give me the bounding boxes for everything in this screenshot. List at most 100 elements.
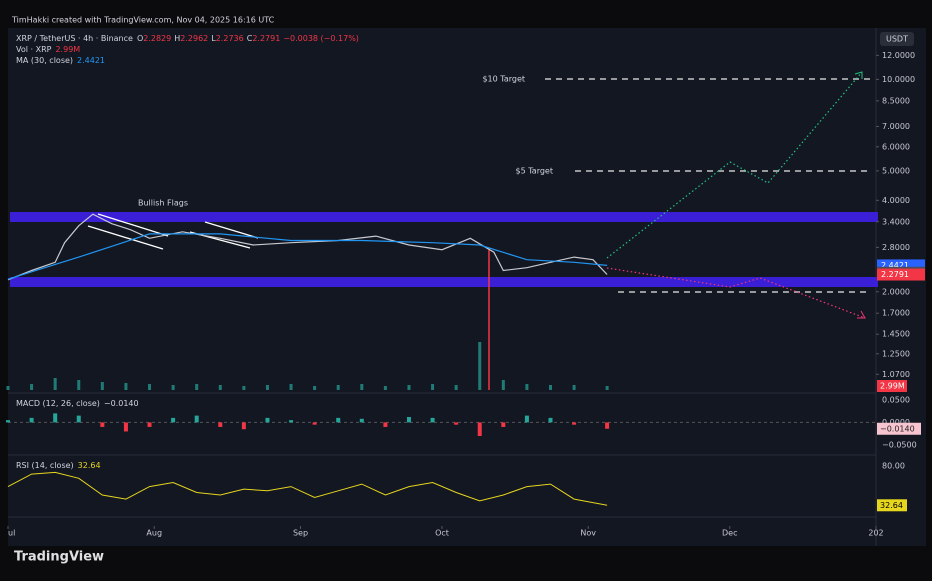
price-badge [877, 268, 925, 281]
macd-bar [53, 413, 58, 423]
volume-badge-label: 2.99M [880, 382, 905, 391]
volume-bar [478, 342, 482, 390]
macd-bar [336, 417, 341, 423]
x-tick-label: 202 [868, 529, 883, 538]
y-tick-label: 1.2500 [882, 349, 910, 358]
value: −0.0038 (−0.17%) [283, 34, 359, 43]
x-tick-label: Aug [146, 529, 162, 538]
rsi-tick-label: 80.00 [882, 461, 905, 470]
macd-bar [147, 422, 152, 427]
target-lines [545, 78, 870, 293]
label: MACD (12, 26, close) [16, 399, 100, 408]
label: MA (30, close) [16, 56, 73, 65]
macd-bar [454, 422, 459, 425]
x-tick-label: Nov [580, 529, 596, 538]
volume-bar [30, 384, 34, 390]
brand: TradingView [14, 550, 104, 565]
support-zone [10, 277, 878, 287]
macd-bar [477, 422, 482, 436]
legend-volume: Vol · XRP 2.99M [16, 45, 80, 54]
annotation: $5 Target [516, 167, 553, 176]
macd-bar [383, 422, 388, 427]
label: Vol · XRP [16, 45, 52, 54]
volume-bar [53, 378, 57, 390]
volume-bar [454, 385, 458, 390]
x-tick-label: Sep [293, 529, 308, 538]
resistance-zone [10, 212, 878, 222]
y-tick-label: 2.0000 [882, 287, 910, 296]
label: L [211, 34, 216, 43]
volume-bar [501, 380, 505, 390]
volume-bar [360, 384, 364, 390]
y-tick-label: 1.0700 [882, 370, 910, 379]
macd-bar [572, 422, 577, 425]
y-tick-label: 5.0000 [882, 166, 910, 175]
macd-bar [524, 415, 529, 423]
volume-bar [148, 384, 152, 390]
y-tick-label: 1.4500 [882, 330, 910, 339]
macd-bar [312, 422, 317, 425]
y-tick-label: 1.7000 [882, 309, 910, 318]
macd-bar [171, 417, 176, 423]
symbol: XRP / TetherUS · 4h · Binance [16, 34, 133, 43]
macd-bar [289, 420, 294, 423]
arrow-head [854, 71, 863, 79]
x-tick-label: Oct [435, 529, 449, 538]
macd-bar [194, 415, 199, 423]
arrow-head [857, 310, 866, 319]
macd-bar [218, 422, 223, 427]
macd-bar [430, 417, 435, 423]
currency[interactable]: USDT [886, 35, 908, 44]
value: 2.4421 [77, 56, 105, 65]
value: −0.0140 [104, 399, 139, 408]
rsi-badge-label: 32.64 [880, 501, 903, 510]
macd-bar [241, 422, 246, 430]
volume-bar [195, 384, 199, 390]
macd-bar [359, 418, 364, 423]
volume-bar [336, 385, 340, 390]
annotation: $10 Target [482, 75, 525, 84]
label: C [247, 34, 253, 43]
price-badge-label: 2.2791 [881, 270, 909, 279]
macd-bar [265, 417, 270, 423]
volume-bar [171, 385, 175, 390]
volume-bar [605, 386, 609, 390]
volume-bar [549, 385, 552, 390]
volume-bar [289, 384, 293, 390]
volume-bar [77, 380, 81, 390]
volume-bar [124, 383, 128, 390]
volume-bar [313, 386, 317, 390]
value: 2.2962 [180, 34, 208, 43]
volume-bar [431, 384, 435, 390]
annotation: Bullish Flags [138, 199, 188, 208]
credit: TimHakki created with TradingView.com, N… [11, 16, 275, 25]
value: 32.64 [78, 461, 101, 470]
volume-bar [6, 386, 10, 390]
bull-projection [606, 71, 863, 259]
y-tick-label: 4.0000 [882, 196, 910, 205]
currency-button[interactable] [880, 32, 914, 46]
rsi-badge [877, 499, 907, 512]
y-tick-label: 2.8000 [882, 243, 910, 252]
macd-bar [6, 420, 10, 423]
y-tick-label: 12.0000 [882, 51, 915, 60]
macd-bar [29, 417, 34, 423]
volume-bar [407, 385, 411, 390]
y-tick-label: 7.0000 [882, 122, 910, 131]
volume-bar [242, 386, 246, 390]
label: RSI (14, close) [16, 461, 74, 470]
x-tick-label: Dec [722, 529, 737, 538]
rsi-line [7, 471, 608, 506]
macd-bar [406, 416, 411, 423]
value: 2.2736 [216, 34, 244, 43]
macd-bar [501, 422, 506, 427]
y-tick-label: 8.5000 [882, 96, 910, 105]
price-badge-label: 2.4421 [881, 261, 909, 270]
x-tick-label: ul [8, 529, 15, 538]
macd-bar [76, 415, 81, 423]
legend-ma: MA (30, close) 2.4421 [16, 56, 105, 65]
bear-projection [606, 267, 866, 319]
macd-bar [605, 422, 610, 429]
